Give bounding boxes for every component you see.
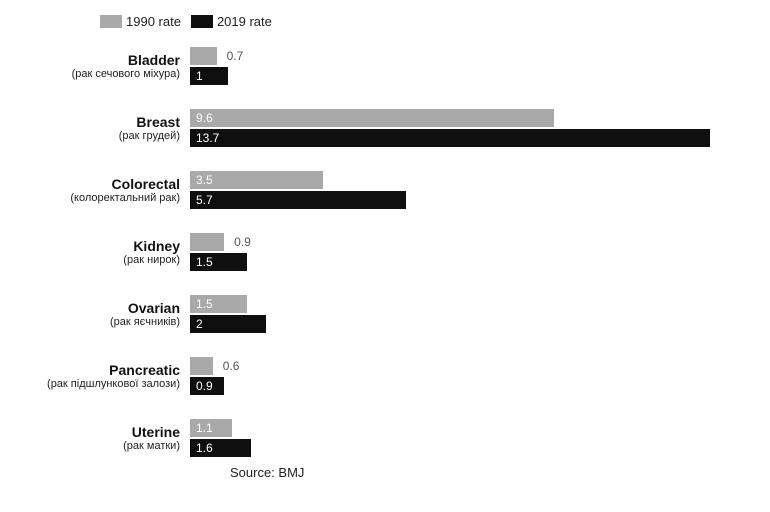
- chart-row: Pancreatic(рак підшлункової залози)0.60.…: [20, 357, 750, 395]
- category-label-sub: (рак підшлункової залози): [20, 378, 180, 391]
- bar-value: 1.5: [196, 256, 213, 268]
- bar-rate1990: 0.7: [190, 47, 217, 65]
- legend: 1990 rate 2019 rate: [100, 14, 750, 29]
- legend-item-1990: 1990 rate: [100, 14, 181, 29]
- category-label: Uterine(рак матки): [20, 424, 190, 453]
- bar-rate1990: 3.5: [190, 171, 323, 189]
- category-label-sub: (рак нирок): [20, 254, 180, 267]
- chart-row: Uterine(рак матки) 1.1 1.6: [20, 419, 750, 457]
- category-label-en: Ovarian: [20, 300, 180, 316]
- bars: 0.71: [190, 47, 750, 85]
- category-label-sub: (рак сечового міхура): [20, 68, 180, 81]
- bar-rate2019: 1: [190, 67, 228, 85]
- bars: 1.52: [190, 295, 750, 333]
- chart-row: Breast(рак грудей) 9.6 13.7: [20, 109, 750, 147]
- bar-rate1990: 9.6: [190, 109, 554, 127]
- bar-value: 0.9: [234, 236, 251, 248]
- legend-swatch-1990: [100, 15, 122, 28]
- legend-item-2019: 2019 rate: [191, 14, 272, 29]
- bar-value: 13.7: [196, 132, 219, 144]
- category-label-en: Kidney: [20, 238, 180, 254]
- bar-value: 2: [196, 318, 203, 330]
- category-label-en: Bladder: [20, 52, 180, 68]
- bar-value: 1: [196, 70, 203, 82]
- bar-rate1990: 0.6: [190, 357, 213, 375]
- category-label-sub: (колоректальний рак): [20, 192, 180, 205]
- bar-rate2019: 0.9: [190, 377, 224, 395]
- category-label: Bladder(рак сечового міхура): [20, 52, 190, 81]
- bar-value: 0.9: [196, 380, 213, 392]
- category-label-sub: (рак грудей): [20, 130, 180, 143]
- bar-value: 9.6: [196, 112, 213, 124]
- chart-row: Colorectal(колоректальний рак) 3.5 5.7: [20, 171, 750, 209]
- bar-value: 3.5: [196, 174, 213, 186]
- category-label-en: Pancreatic: [20, 362, 180, 378]
- bars: 1.1 1.6: [190, 419, 750, 457]
- bar-value: 1.1: [196, 422, 213, 434]
- bars: 3.5 5.7: [190, 171, 750, 209]
- category-label: Kidney(рак нирок): [20, 238, 190, 267]
- legend-swatch-2019: [191, 15, 213, 28]
- source-text: Source: BMJ: [230, 465, 750, 480]
- bar-rate2019: 5.7: [190, 191, 406, 209]
- legend-label-1990: 1990 rate: [126, 14, 181, 29]
- bar-value: 0.6: [223, 360, 240, 372]
- bars: 0.9 1.5: [190, 233, 750, 271]
- chart-row: Ovarian(рак яєчників)1.52: [20, 295, 750, 333]
- bars: 9.6 13.7: [190, 109, 750, 147]
- category-label-sub: (рак яєчників): [20, 316, 180, 329]
- bar-rate2019: 1.6: [190, 439, 251, 457]
- category-label-en: Uterine: [20, 424, 180, 440]
- category-label-en: Colorectal: [20, 176, 180, 192]
- chart-rows: Bladder(рак сечового міхура)0.71Breast(р…: [20, 47, 750, 457]
- category-label: Pancreatic(рак підшлункової залози): [20, 362, 190, 391]
- category-label: Colorectal(колоректальний рак): [20, 176, 190, 205]
- category-label: Breast(рак грудей): [20, 114, 190, 143]
- rate-comparison-chart: 1990 rate 2019 rate Bladder(рак сечового…: [0, 0, 770, 512]
- bar-rate2019: 13.7: [190, 129, 710, 147]
- bar-rate1990: 1.1: [190, 419, 232, 437]
- category-label-en: Breast: [20, 114, 180, 130]
- chart-row: Kidney(рак нирок)0.91.5: [20, 233, 750, 271]
- bar-value: 5.7: [196, 194, 213, 206]
- bar-rate1990: 1.5: [190, 295, 247, 313]
- category-label-sub: (рак матки): [20, 440, 180, 453]
- bar-rate2019: 1.5: [190, 253, 247, 271]
- category-label: Ovarian(рак яєчників): [20, 300, 190, 329]
- legend-label-2019: 2019 rate: [217, 14, 272, 29]
- bar-value: 1.6: [196, 442, 213, 454]
- bar-value: 1.5: [196, 298, 213, 310]
- bar-value: 0.7: [227, 50, 244, 62]
- bar-rate2019: 2: [190, 315, 266, 333]
- bar-rate1990: 0.9: [190, 233, 224, 251]
- bars: 0.6 0.9: [190, 357, 750, 395]
- chart-row: Bladder(рак сечового міхура)0.71: [20, 47, 750, 85]
